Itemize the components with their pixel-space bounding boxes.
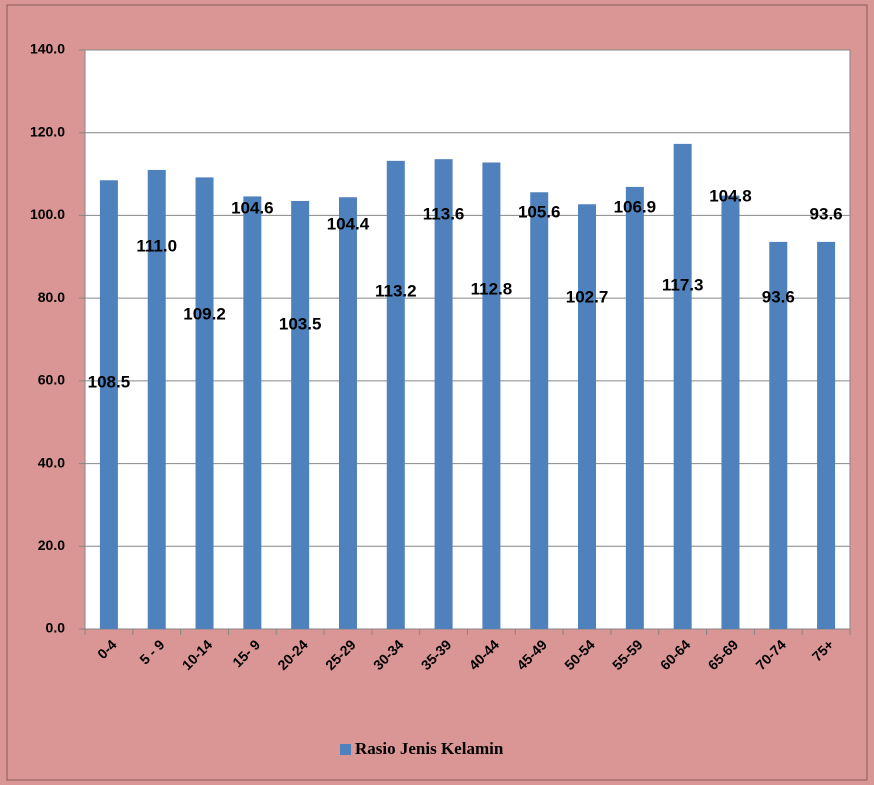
legend-swatch [340,744,351,755]
data-label: 113.6 [423,204,465,223]
legend-label: Rasio Jenis Kelamin [355,739,504,758]
y-tick-label: 100.0 [30,206,65,222]
y-tick-label: 120.0 [30,123,65,139]
bar [530,192,549,630]
bar [386,160,405,629]
data-label: 108.5 [88,372,131,391]
data-label: 113.2 [375,281,417,300]
bar [291,200,310,630]
bar [482,162,501,629]
bar [243,196,262,629]
data-label: 104.8 [709,186,752,205]
bar [578,204,597,629]
data-label: 112.8 [471,279,513,298]
bar [338,197,357,629]
bar [434,159,453,629]
bar [769,241,788,629]
y-tick-label: 0.0 [46,620,66,636]
bar [817,241,836,629]
data-label: 103.5 [279,314,322,333]
data-label: 93.6 [810,204,843,223]
y-tick-label: 140.0 [30,41,65,57]
data-label: 104.4 [327,214,370,233]
data-label: 102.7 [566,287,609,306]
data-label: 111.0 [136,236,177,255]
bar [721,195,740,629]
bar [99,180,118,629]
y-tick-label: 40.0 [38,454,65,470]
data-label: 117.3 [662,275,704,294]
y-tick-label: 60.0 [38,372,65,388]
chart-border [6,4,868,781]
data-label: 106.9 [614,197,657,216]
data-label: 109.2 [183,304,226,323]
y-tick-label: 20.0 [38,537,65,553]
bar [195,177,214,629]
bar [673,143,692,629]
data-label: 93.6 [762,287,795,306]
y-tick-label: 80.0 [38,289,65,305]
bar [625,186,644,629]
data-label: 104.6 [231,198,274,217]
data-label: 105.6 [518,202,561,221]
bar [147,169,166,629]
